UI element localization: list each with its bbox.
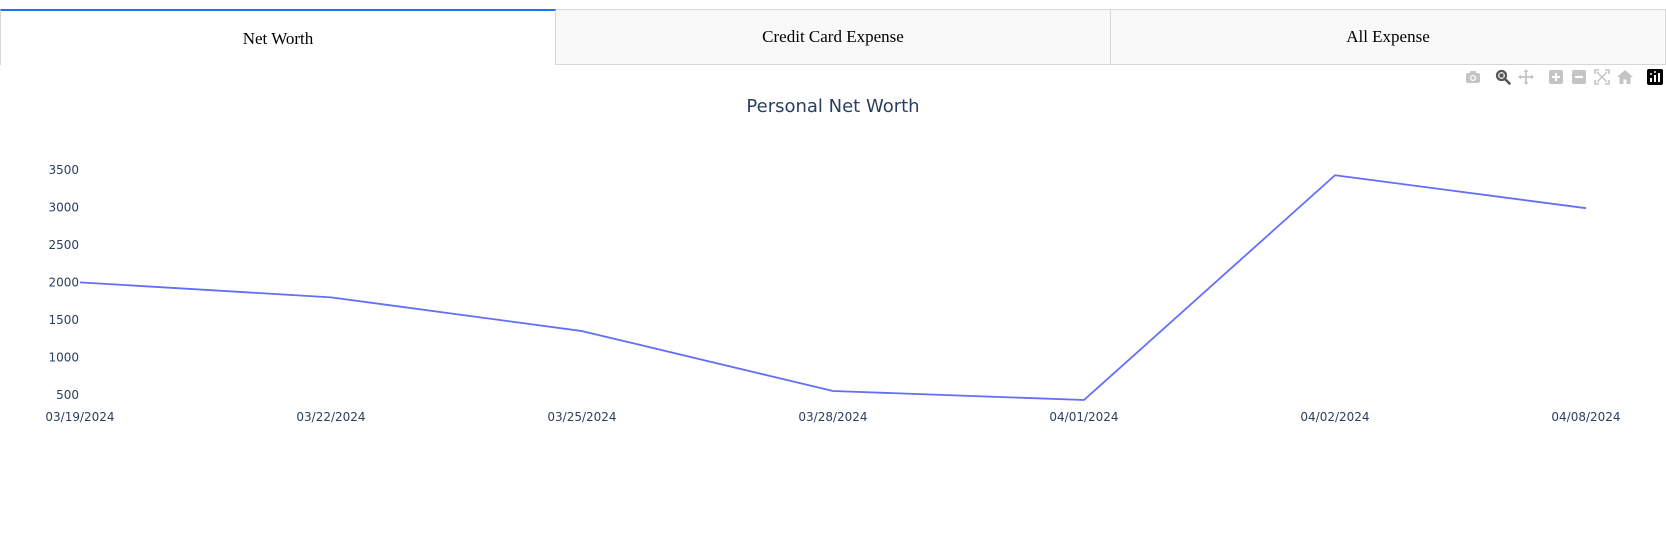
chart-title: Personal Net Worth <box>746 96 919 117</box>
x-axis: 03/19/2024 03/22/2024 03/25/2024 03/28/2024… <box>45 410 1620 424</box>
x-tick-label: 03/22/2024 <box>296 410 365 424</box>
data-point[interactable] <box>1580 202 1592 214</box>
series-layer <box>74 169 1592 406</box>
y-tick-label: 2000 <box>48 275 79 289</box>
data-point[interactable] <box>1329 169 1341 181</box>
tab-credit-card-expense[interactable]: Credit Card Expense <box>556 9 1111 65</box>
data-point[interactable] <box>1078 394 1090 406</box>
series-line[interactable] <box>79 174 1587 401</box>
data-point[interactable] <box>74 276 86 288</box>
y-tick-label: 3000 <box>48 200 79 214</box>
x-tick-label: 03/28/2024 <box>798 410 867 424</box>
y-tick-label: 3500 <box>48 163 79 177</box>
x-tick-label: 03/25/2024 <box>547 410 616 424</box>
x-tick-label: 04/08/2024 <box>1551 410 1620 424</box>
y-tick-label: 1500 <box>48 313 79 327</box>
y-tick-label: 500 <box>56 388 79 402</box>
pan-icon[interactable] <box>1514 67 1537 87</box>
y-axis: 500 1000 1500 2000 2500 3000 3500 <box>48 163 79 402</box>
data-point[interactable] <box>576 325 588 337</box>
data-point[interactable] <box>325 291 337 303</box>
autoscale-icon[interactable] <box>1590 67 1613 87</box>
y-tick-label: 2500 <box>48 238 79 252</box>
x-tick-label: 04/02/2024 <box>1300 410 1369 424</box>
x-tick-label: 04/01/2024 <box>1049 410 1118 424</box>
y-tick-label: 1000 <box>48 350 79 364</box>
chart-container: Personal Net Worth 500 1000 1500 2000 2500 30… <box>0 88 1666 488</box>
zoom-icon[interactable] <box>1491 67 1514 87</box>
reset-axes-icon[interactable] <box>1613 67 1636 87</box>
x-tick-label: 03/19/2024 <box>45 410 114 424</box>
zoom-in-icon[interactable] <box>1544 67 1567 87</box>
net-worth-chart[interactable]: Personal Net Worth 500 1000 1500 2000 2500 30… <box>0 88 1666 488</box>
data-point[interactable] <box>827 385 839 397</box>
plotly-logo-icon[interactable] <box>1643 67 1666 87</box>
tab-bar: Net Worth Credit Card Expense All Expens… <box>0 9 1666 65</box>
chart-modebar <box>1461 67 1666 87</box>
zoom-out-icon[interactable] <box>1567 67 1590 87</box>
tab-net-worth[interactable]: Net Worth <box>0 9 556 65</box>
camera-icon[interactable] <box>1461 67 1484 87</box>
tab-all-expense[interactable]: All Expense <box>1111 9 1666 65</box>
